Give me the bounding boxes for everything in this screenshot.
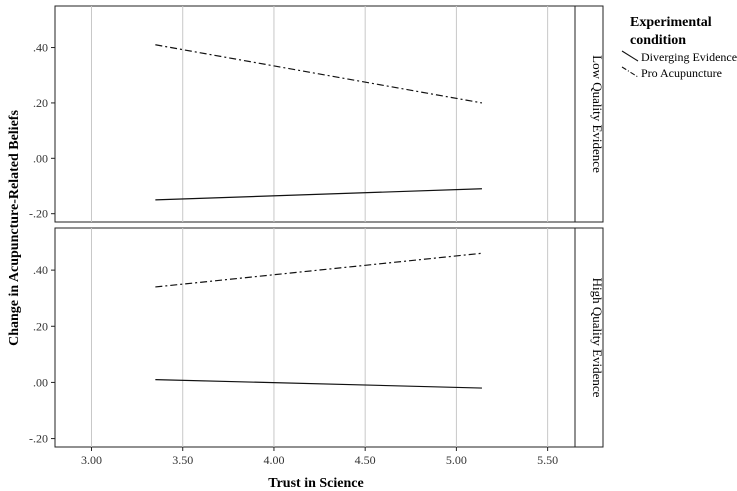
y-tick-label: .20 (33, 96, 48, 110)
x-tick-label: 4.50 (355, 453, 376, 467)
legend-entry-label: Diverging Evidence (641, 50, 737, 64)
y-tick-label: -.20 (29, 207, 48, 221)
legend-swatch (621, 66, 639, 78)
series-line-diverging-evidence (155, 188, 482, 201)
facet-strip (574, 5, 604, 223)
facet-label: High Quality Evidence (590, 278, 605, 398)
legend-title-line-1: Experimental (630, 15, 712, 30)
x-tick-label: 3.50 (172, 453, 193, 467)
y-tick-label: .40 (33, 263, 48, 277)
panel-2: -.20 .00 .20 .40 High Quality Evidence (29, 227, 605, 448)
facet-label: Low Quality Evidence (590, 55, 605, 173)
plot-frame (54, 5, 576, 223)
x-tick-label: 4.00 (263, 453, 284, 467)
legend-entry-label: Pro Acupuncture (641, 66, 722, 80)
legend-swatch (621, 50, 639, 62)
panel-1: -.20 .00 .20 .40 Low Quality Evidence (29, 5, 605, 223)
x-tick-label: 3.00 (81, 453, 102, 467)
legend-title-line-2: condition (630, 33, 686, 48)
y-tick-label: .40 (33, 41, 48, 55)
y-tick-label: .00 (33, 151, 48, 165)
series-line-pro-acupuncture (155, 252, 483, 288)
series-line-diverging-evidence (155, 379, 482, 389)
y-axis-title: Change in Acupuncture-Related Beliefs (7, 110, 22, 346)
legend: Experimental condition Diverging Evidenc… (621, 15, 737, 80)
y-tick-label: .20 (33, 319, 48, 333)
facet-strip (574, 227, 604, 448)
plot-frame (54, 227, 576, 448)
x-axis-title: Trust in Science (268, 476, 363, 491)
series-line-pro-acupuncture (155, 44, 483, 104)
y-tick-label: -.20 (29, 432, 48, 446)
x-tick-label: 5.00 (446, 453, 467, 467)
x-tick-label: 5.50 (537, 453, 558, 467)
y-tick-label: .00 (33, 375, 48, 389)
